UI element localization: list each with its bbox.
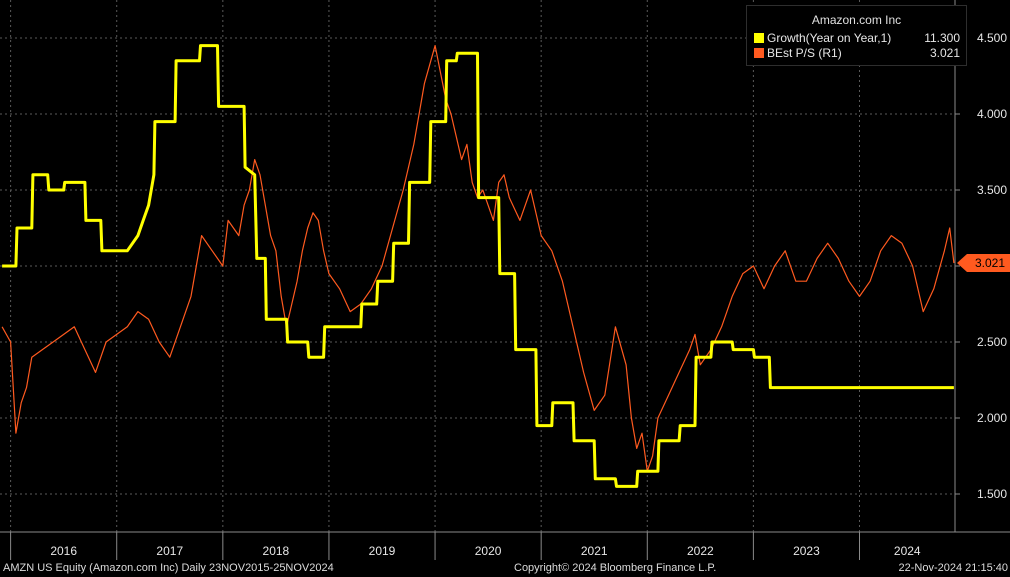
legend-swatch-growth bbox=[754, 33, 764, 43]
ps-series-line bbox=[1, 44, 955, 472]
x-tick-label: 2024 bbox=[894, 544, 921, 558]
last-value-tag-text: 3.021 bbox=[975, 256, 1005, 270]
x-tick-label: 2017 bbox=[156, 544, 183, 558]
y-tick-label: 2.500 bbox=[977, 335, 1007, 349]
y-tick-label: 3.500 bbox=[977, 183, 1007, 197]
x-tick-label: 2022 bbox=[687, 544, 714, 558]
x-tick-label: 2020 bbox=[475, 544, 502, 558]
legend-label-growth: Growth(Year on Year,1) bbox=[767, 31, 892, 45]
legend-row-ps: BEst P/S (R1) 3.021 bbox=[754, 46, 960, 61]
legend: Amazon.com Inc Growth(Year on Year,1) 11… bbox=[746, 5, 967, 66]
footer-copyright: Copyright© 2024 Bloomberg Finance L.P. bbox=[514, 562, 717, 574]
x-tick-label: 2019 bbox=[369, 544, 396, 558]
x-tick-label: 2023 bbox=[793, 544, 820, 558]
legend-label-ps: BEst P/S (R1) bbox=[767, 46, 842, 60]
legend-value-growth: 11.300 bbox=[924, 31, 960, 45]
y-tick-label: 2.000 bbox=[977, 411, 1007, 425]
footer-timestamp: 22-Nov-2024 21:15:40 bbox=[898, 562, 1008, 574]
x-tick-label: 2021 bbox=[581, 544, 608, 558]
growth-series-line bbox=[2, 44, 954, 488]
footer-bar: AMZN US Equity (Amazon.com Inc) Daily 23… bbox=[0, 560, 1010, 577]
x-tick-label: 2018 bbox=[263, 544, 290, 558]
x-tick-label: 2016 bbox=[50, 544, 77, 558]
series-group bbox=[1, 44, 955, 488]
last-value-tag: 3.021 bbox=[957, 253, 1010, 272]
legend-value-ps: 3.021 bbox=[929, 46, 960, 60]
y-tick-label: 4.500 bbox=[977, 31, 1007, 45]
footer-security: AMZN US Equity (Amazon.com Inc) Daily 23… bbox=[3, 562, 334, 574]
legend-title: Amazon.com Inc bbox=[811, 13, 902, 27]
x-axis-ticks: 2016 2017 2018 2019 2020 2021 2022 2023 2024 bbox=[10, 532, 921, 560]
legend-swatch-ps bbox=[754, 48, 764, 58]
last-value-tag-shape bbox=[957, 253, 1010, 272]
y-tick-label: 1.500 bbox=[977, 487, 1007, 501]
legend-row-growth: Growth(Year on Year,1) 11.300 bbox=[754, 31, 960, 46]
y-tick-label: 4.000 bbox=[977, 107, 1007, 121]
